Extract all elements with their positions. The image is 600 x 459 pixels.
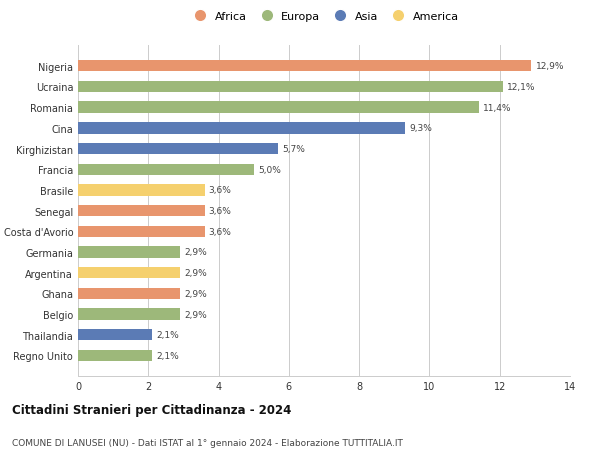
Text: 2,9%: 2,9% bbox=[184, 269, 207, 278]
Bar bbox=[78, 144, 278, 155]
Bar bbox=[78, 226, 205, 237]
Legend: Africa, Europa, Asia, America: Africa, Europa, Asia, America bbox=[186, 8, 462, 25]
Text: 3,6%: 3,6% bbox=[209, 186, 232, 195]
Bar bbox=[78, 309, 180, 320]
Text: COMUNE DI LANUSEI (NU) - Dati ISTAT al 1° gennaio 2024 - Elaborazione TUTTITALIA: COMUNE DI LANUSEI (NU) - Dati ISTAT al 1… bbox=[12, 438, 403, 447]
Bar bbox=[78, 247, 180, 258]
Text: 9,3%: 9,3% bbox=[409, 124, 432, 133]
Text: 3,6%: 3,6% bbox=[209, 207, 232, 216]
Text: 5,0%: 5,0% bbox=[258, 165, 281, 174]
Bar bbox=[78, 206, 205, 217]
Bar bbox=[78, 185, 205, 196]
Bar bbox=[78, 102, 479, 113]
Text: 5,7%: 5,7% bbox=[283, 145, 305, 154]
Text: 2,9%: 2,9% bbox=[184, 248, 207, 257]
Text: 2,9%: 2,9% bbox=[184, 310, 207, 319]
Bar bbox=[78, 350, 152, 361]
Bar bbox=[78, 61, 532, 72]
Text: 12,1%: 12,1% bbox=[508, 83, 536, 92]
Bar bbox=[78, 330, 152, 341]
Text: 2,1%: 2,1% bbox=[156, 330, 179, 340]
Bar bbox=[78, 82, 503, 93]
Text: 3,6%: 3,6% bbox=[209, 227, 232, 236]
Bar bbox=[78, 268, 180, 279]
Bar bbox=[78, 288, 180, 299]
Text: 2,1%: 2,1% bbox=[156, 351, 179, 360]
Bar bbox=[78, 164, 254, 175]
Text: Cittadini Stranieri per Cittadinanza - 2024: Cittadini Stranieri per Cittadinanza - 2… bbox=[12, 403, 292, 416]
Text: 12,9%: 12,9% bbox=[536, 62, 564, 71]
Text: 11,4%: 11,4% bbox=[483, 103, 511, 112]
Bar bbox=[78, 123, 405, 134]
Text: 2,9%: 2,9% bbox=[184, 289, 207, 298]
